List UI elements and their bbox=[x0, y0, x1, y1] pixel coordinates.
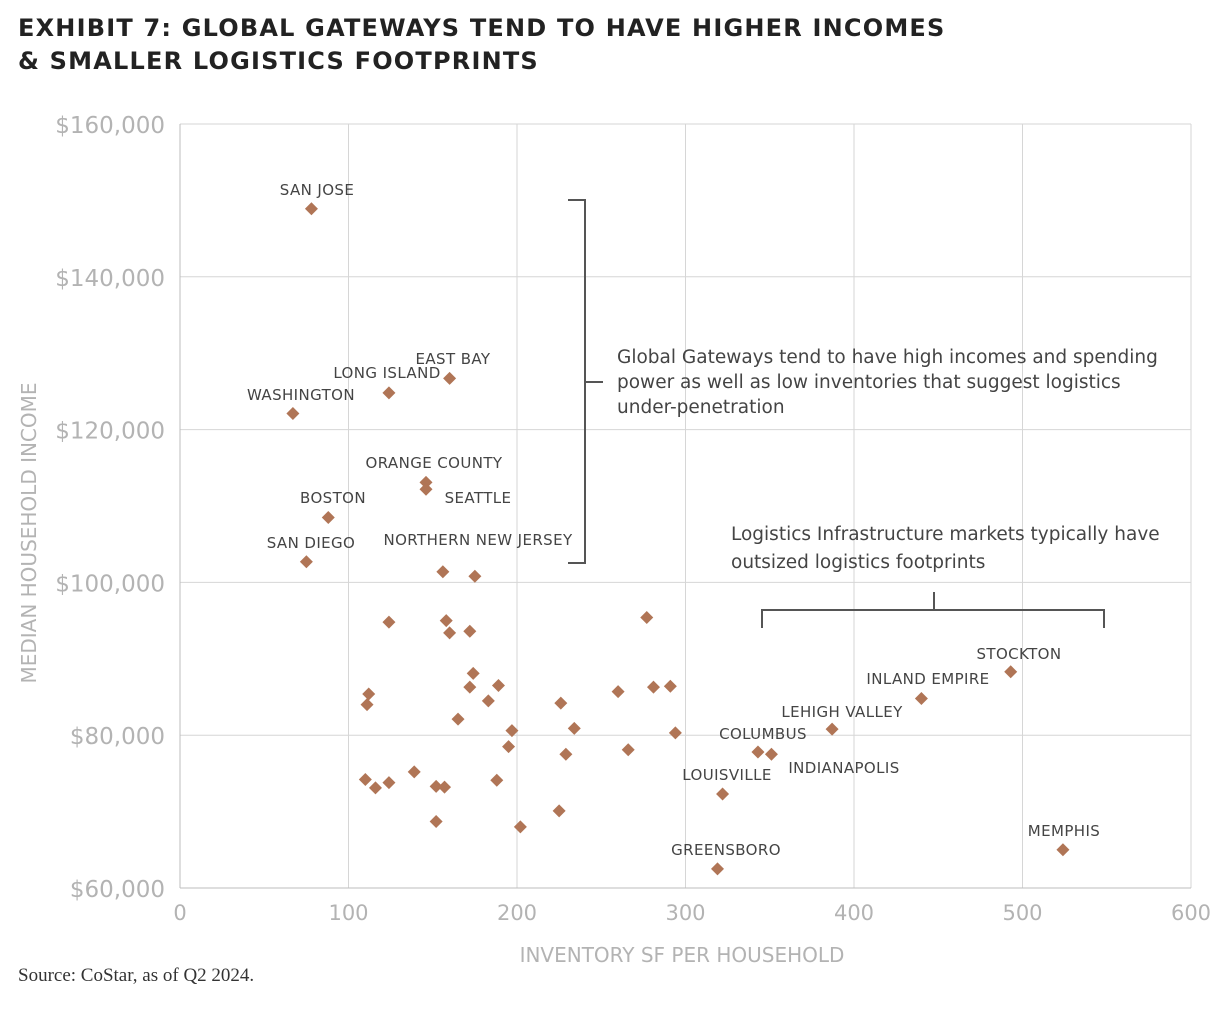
data-point-label: MEMPHIS bbox=[1028, 822, 1100, 840]
chart-title-line-2: & SMALLER LOGISTICS FOOTPRINTS bbox=[18, 47, 539, 75]
data-point-label: LONG ISLAND bbox=[333, 364, 440, 382]
data-point-label: STOCKTON bbox=[976, 645, 1061, 663]
data-point bbox=[646, 680, 660, 694]
data-point bbox=[1056, 843, 1070, 857]
data-point bbox=[451, 712, 465, 726]
data-point bbox=[513, 820, 527, 834]
data-point-label: COLUMBUS bbox=[719, 725, 807, 743]
data-point bbox=[436, 565, 450, 579]
data-point-label: NORTHERN NEW JERSEY bbox=[383, 531, 573, 549]
data-point-label: BOSTON bbox=[300, 489, 366, 507]
data-point bbox=[382, 615, 396, 629]
data-point-label: SEATTLE bbox=[445, 489, 512, 507]
data-point bbox=[914, 692, 928, 706]
y-tick-label: $160,000 bbox=[55, 113, 165, 139]
data-point bbox=[407, 765, 421, 779]
x-tick-label: 500 bbox=[1002, 901, 1042, 925]
data-point-label: ORANGE COUNTY bbox=[366, 454, 503, 472]
logistics-bracket bbox=[761, 592, 1105, 628]
chart-title-line-1: EXHIBIT 7: GLOBAL GATEWAYS TEND TO HAVE … bbox=[18, 14, 946, 42]
y-tick-label: $80,000 bbox=[70, 724, 165, 750]
data-point bbox=[491, 679, 505, 693]
data-point bbox=[429, 815, 443, 829]
data-point bbox=[382, 386, 396, 400]
data-point bbox=[429, 779, 443, 793]
data-point bbox=[419, 475, 433, 489]
x-axis-title: INVENTORY SF PER HOUSEHOLD bbox=[520, 943, 845, 967]
data-point bbox=[764, 747, 778, 761]
data-point bbox=[299, 555, 313, 569]
data-point-label: LOUISVILLE bbox=[682, 766, 771, 784]
data-point bbox=[463, 680, 477, 694]
data-point bbox=[286, 407, 300, 421]
y-tick-label: $140,000 bbox=[55, 266, 165, 292]
data-point bbox=[825, 722, 839, 736]
data-point bbox=[360, 698, 374, 712]
data-point bbox=[362, 687, 376, 701]
y-tick-label: $120,000 bbox=[55, 419, 165, 445]
data-point-label: INLAND EMPIRE bbox=[866, 670, 989, 688]
data-point bbox=[382, 776, 396, 790]
gateway-annotation-line: under-penetration bbox=[617, 397, 785, 418]
data-point bbox=[559, 747, 573, 761]
data-point bbox=[468, 569, 482, 583]
data-point bbox=[640, 611, 654, 625]
data-point-label: EAST BAY bbox=[416, 350, 491, 368]
data-point bbox=[505, 724, 519, 738]
gateway-annotation-line: power as well as low inventories that su… bbox=[617, 372, 1121, 393]
data-point bbox=[463, 624, 477, 638]
data-point bbox=[567, 721, 581, 735]
chart-title: EXHIBIT 7: GLOBAL GATEWAYS TEND TO HAVE … bbox=[18, 12, 1118, 78]
data-point bbox=[552, 804, 566, 818]
y-tick-label: $60,000 bbox=[70, 877, 165, 903]
x-tick-label: 0 bbox=[173, 901, 186, 925]
data-point bbox=[358, 773, 372, 787]
data-point-label: LEHIGH VALLEY bbox=[781, 703, 903, 721]
x-tick-label: 400 bbox=[834, 901, 874, 925]
data-point bbox=[621, 743, 635, 757]
data-point bbox=[438, 780, 452, 794]
data-point bbox=[668, 726, 682, 740]
data-point bbox=[481, 694, 495, 708]
y-tick-label: $100,000 bbox=[55, 571, 165, 597]
data-point bbox=[490, 773, 504, 787]
data-point bbox=[466, 666, 480, 680]
x-tick-label: 200 bbox=[497, 901, 537, 925]
data-point bbox=[1004, 665, 1018, 679]
source-note: Source: CoStar, as of Q2 2024. bbox=[18, 965, 255, 986]
data-point bbox=[751, 745, 765, 759]
data-point bbox=[439, 614, 453, 628]
y-axis-title: MEDIAN HOUSEHOLD INCOME bbox=[17, 382, 41, 683]
data-point bbox=[368, 781, 382, 795]
data-point-label: INDIANAPOLIS bbox=[788, 759, 899, 777]
data-point-label: SAN DIEGO bbox=[267, 534, 356, 552]
data-point-label: SAN JOSE bbox=[280, 181, 354, 199]
x-tick-label: 300 bbox=[665, 901, 705, 925]
data-point bbox=[554, 696, 568, 710]
data-point bbox=[321, 510, 335, 524]
data-point bbox=[716, 787, 730, 801]
gateway-bracket bbox=[568, 199, 603, 564]
data-point-label: GREENSBORO bbox=[671, 841, 781, 859]
data-point-label: WASHINGTON bbox=[247, 386, 355, 404]
data-point bbox=[304, 202, 318, 216]
data-point bbox=[419, 482, 433, 496]
data-point bbox=[663, 679, 677, 693]
x-tick-label: 100 bbox=[328, 901, 368, 925]
data-point bbox=[443, 626, 457, 640]
gateway-annotation-line: Global Gateways tend to have high income… bbox=[617, 347, 1158, 368]
data-point bbox=[711, 862, 725, 876]
logistics-annotation-line: Logistics Infrastructure markets typical… bbox=[731, 524, 1160, 545]
data-point bbox=[611, 685, 625, 699]
data-point bbox=[502, 740, 516, 754]
data-point bbox=[443, 371, 457, 385]
x-tick-label: 600 bbox=[1171, 901, 1211, 925]
logistics-annotation-line: outsized logistics footprints bbox=[731, 552, 985, 573]
